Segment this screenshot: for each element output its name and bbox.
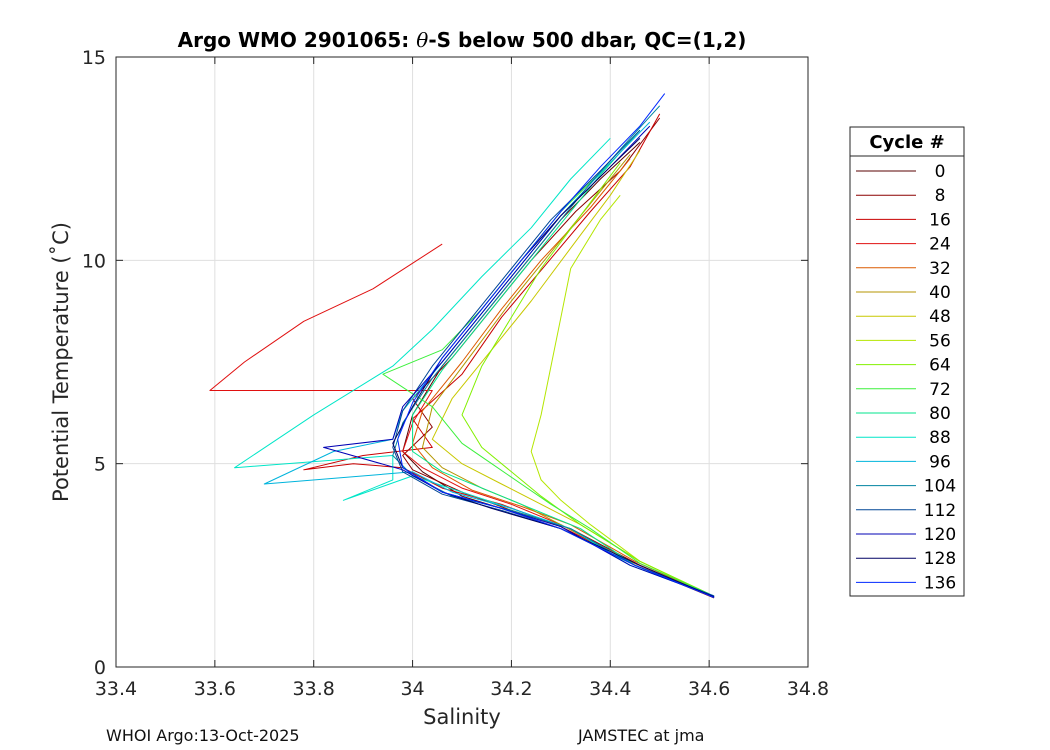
x-tick-label: 34.8	[787, 678, 829, 700]
x-axis-label: Salinity	[423, 705, 501, 729]
y-tick-label: 5	[94, 454, 106, 476]
legend-label-cycle-96: 96	[929, 452, 951, 472]
chart-title: Argo WMO 2901065: θ-S below 500 dbar, QC…	[178, 28, 747, 52]
legend-label-cycle-136: 136	[924, 573, 956, 593]
legend: Cycle # 0 8 16 24 32 40 48 56 64 72 80 88 96 104 112 12…	[849, 126, 965, 597]
legend-label-cycle-64: 64	[929, 356, 951, 376]
legend-label-cycle-40: 40	[929, 283, 951, 303]
legend-label-cycle-128: 128	[924, 549, 956, 569]
chart-title-prefix: Argo WMO 2901065:	[178, 28, 417, 52]
legend-label-cycle-48: 48	[929, 307, 951, 327]
footer-source: WHOI Argo:13-Oct-2025	[106, 726, 300, 745]
plot-frame	[115, 56, 809, 668]
series-line-cycle-80	[412, 129, 710, 595]
series-line-cycle-24	[209, 243, 710, 596]
series-line-cycle-136	[397, 93, 715, 598]
axis-ticks: 33.4 33.6 33.8 34 34.2 34.4 34.6 34.8 0 5 10 15	[82, 47, 829, 700]
legend-label-cycle-56: 56	[929, 331, 951, 351]
legend-label-cycle-104: 104	[924, 477, 956, 497]
chart-title-suffix: -S below 500 dbar, QC=(1,2)	[428, 28, 746, 52]
legend-label-cycle-120: 120	[924, 525, 956, 545]
x-tick-label: 33.8	[293, 678, 335, 700]
legend-label-cycle-32: 32	[929, 259, 951, 279]
footer-credit: JAMSTEC at jma	[578, 726, 705, 745]
legend-label-cycle-24: 24	[929, 235, 951, 255]
y-tick-label: 15	[82, 47, 106, 69]
legend-label-cycle-16: 16	[929, 210, 951, 230]
y-axis-label: Potential Temperature (˚C)	[49, 222, 73, 502]
x-tick-label: 34.2	[490, 678, 532, 700]
legend-label-cycle-88: 88	[929, 428, 951, 448]
x-tick-label: 34	[400, 678, 424, 700]
legend-box	[849, 126, 965, 597]
legend-label-cycle-72: 72	[929, 380, 951, 400]
legend-label-cycle-80: 80	[929, 404, 951, 424]
y-tick-label: 0	[94, 657, 106, 679]
y-tick-label: 10	[82, 250, 106, 272]
series-line-cycle-56	[530, 194, 710, 595]
series-line-cycle-120	[323, 125, 715, 598]
series-line-cycle-40	[422, 154, 710, 596]
legend-label-cycle-112: 112	[924, 501, 956, 521]
series-line-cycle-64	[461, 162, 710, 595]
legend-label-cycle-8: 8	[935, 186, 946, 206]
x-tick-label: 33.6	[194, 678, 236, 700]
series-layer	[209, 93, 715, 599]
legend-entries: 0 8 16 24 32 40 48 56 64 72 80 88 96 104 112 120 128 136	[856, 162, 956, 593]
x-tick-label: 34.4	[589, 678, 631, 700]
legend-title: Cycle #	[869, 132, 944, 153]
legend-label-cycle-0: 0	[935, 162, 946, 182]
x-tick-label: 33.4	[95, 678, 137, 700]
series-line-cycle-128	[392, 137, 715, 598]
chart-title-theta: θ	[416, 28, 428, 52]
x-tick-label: 34.6	[688, 678, 730, 700]
